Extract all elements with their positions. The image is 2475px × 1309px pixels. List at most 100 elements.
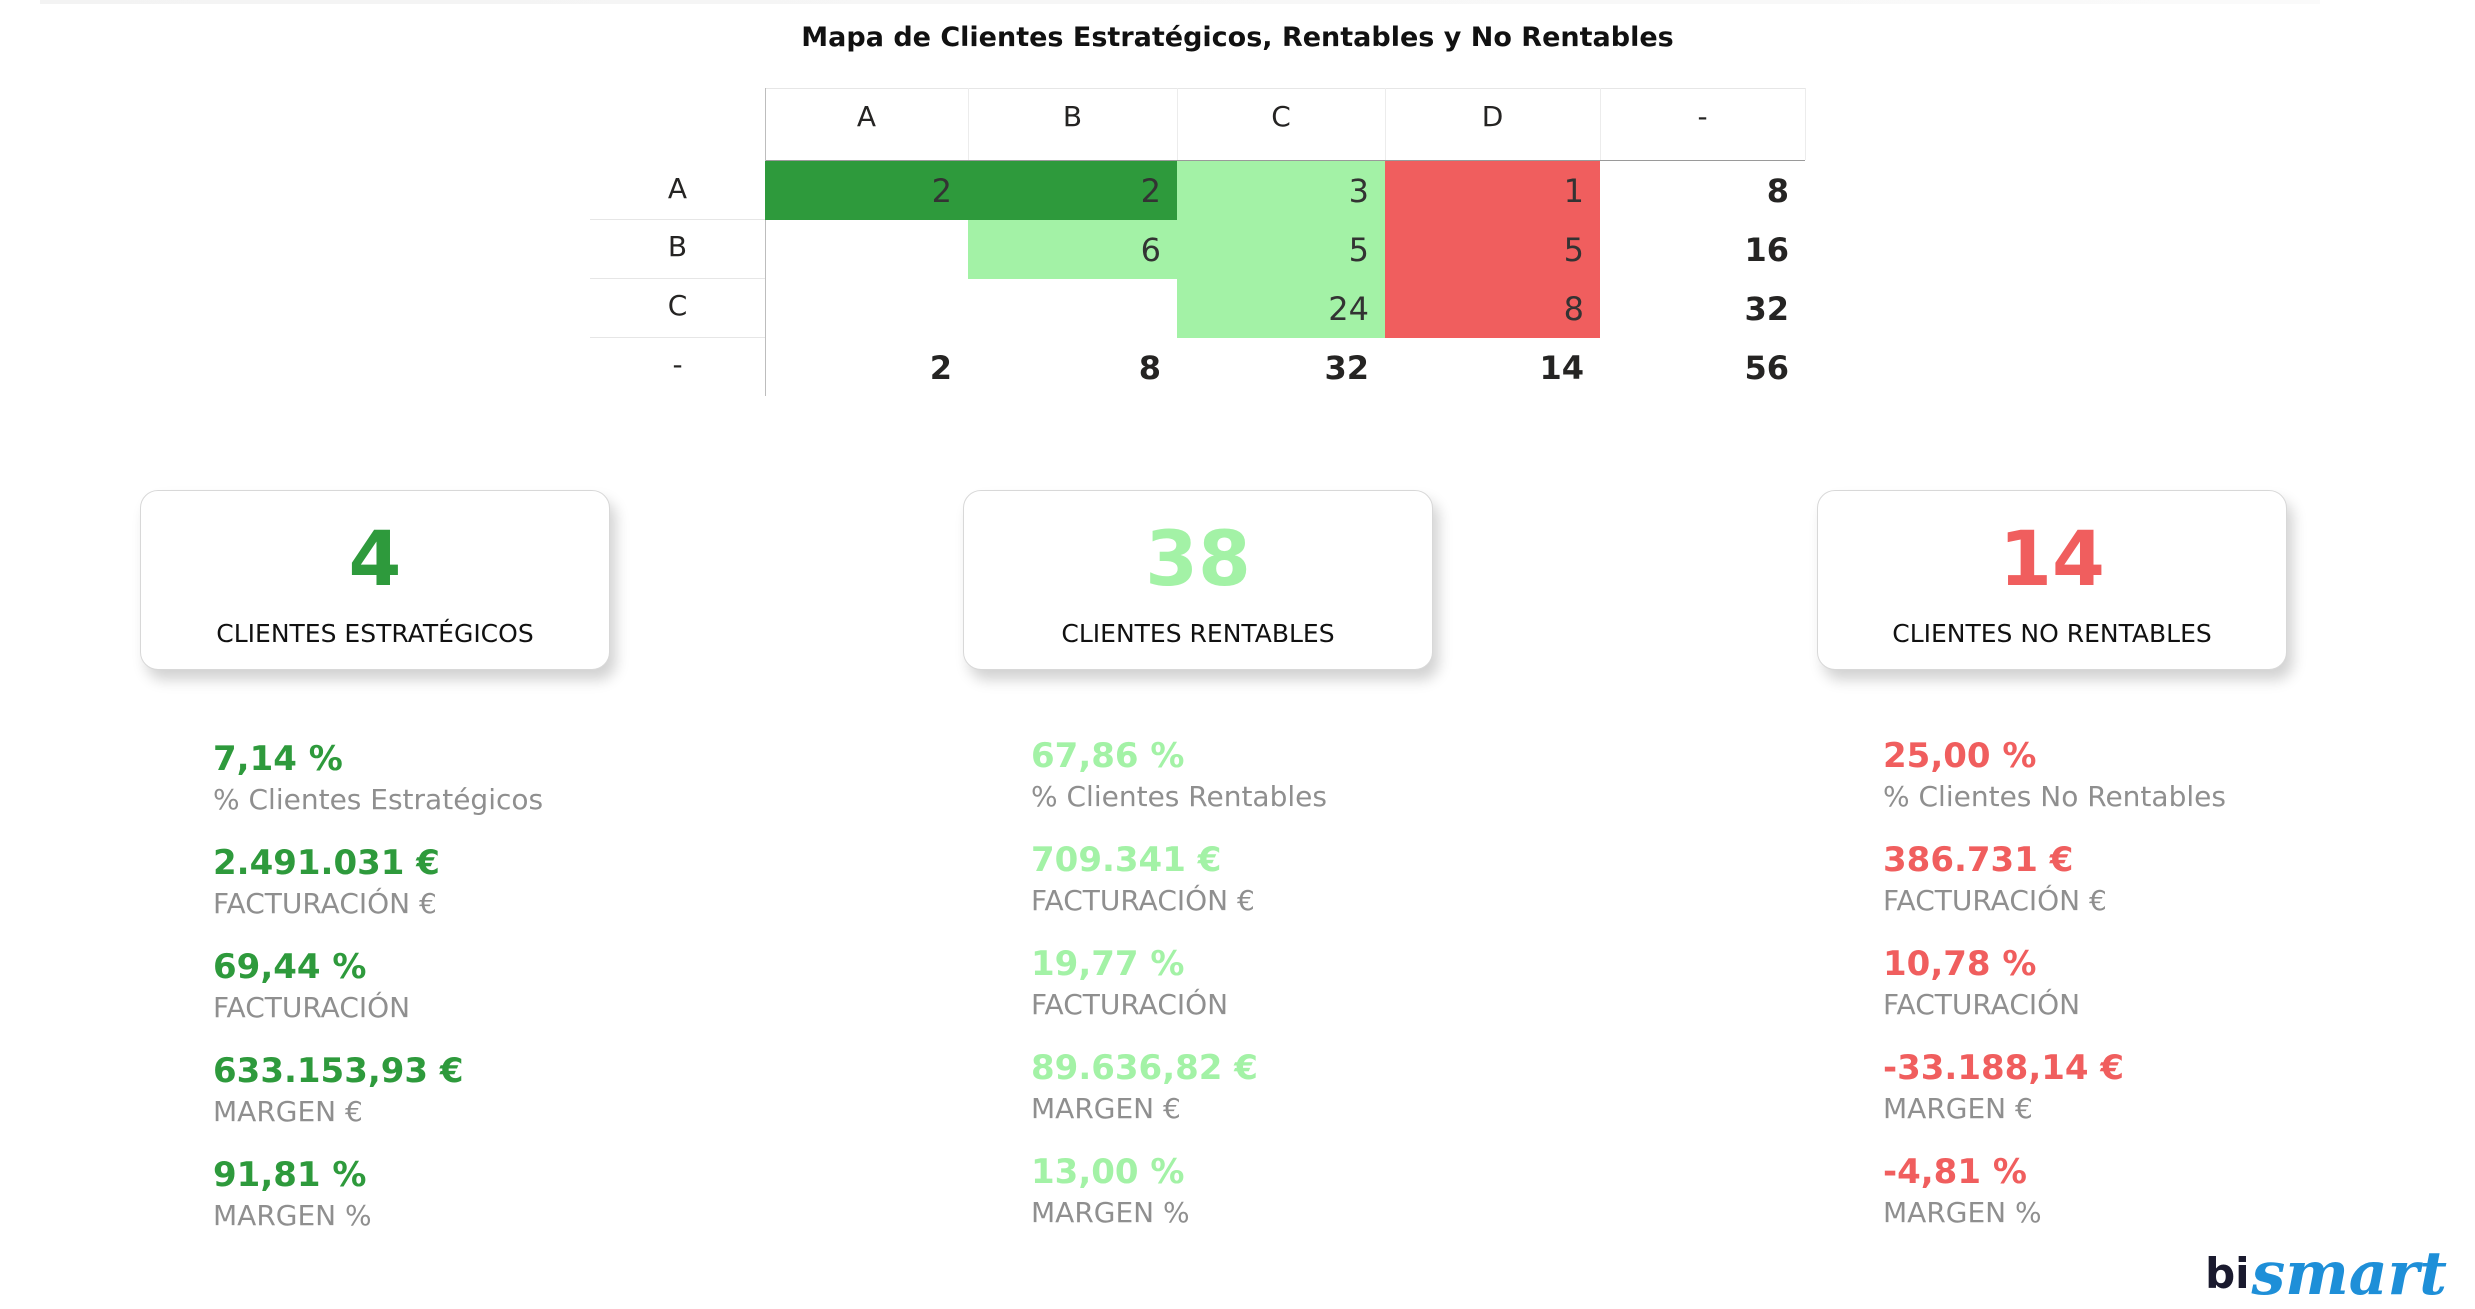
stat-label: MARGEN %: [1031, 1196, 1190, 1229]
stat-value: 633.153,93 €: [213, 1051, 464, 1091]
stat-value: 91,81 %: [213, 1155, 367, 1195]
stat-value: 13,00 %: [1031, 1152, 1185, 1192]
stat-margin: -33.188,14 € MARGEN €: [1883, 1047, 2226, 1151]
stat-label: FACTURACIÓN: [1031, 988, 1229, 1021]
row-header-divider: [765, 88, 766, 396]
matrix-cell: 24: [1177, 279, 1385, 338]
matrix-col-total: 8: [1138, 348, 1161, 387]
report-title: Mapa de Clientes Estratégicos, Rentables…: [801, 22, 1674, 53]
stat-revenue-pct: 10,78 % FACTURACIÓN: [1883, 943, 2226, 1047]
stat-value: 7,14 %: [213, 739, 343, 779]
stat-revenue-pct: 69,44 % FACTURACIÓN: [213, 946, 543, 1050]
matrix-cell: 8: [1385, 279, 1600, 338]
col-header-a: A: [856, 100, 877, 133]
col-header-b: B: [1062, 100, 1083, 133]
col-divider: [1600, 88, 1601, 160]
matrix-cell: 1: [1385, 161, 1600, 220]
top-edge: [40, 0, 2320, 4]
stat-revenue: 386.731 € FACTURACIÓN €: [1883, 839, 2226, 943]
matrix-col-total: 32: [1324, 348, 1369, 387]
row-header-total: -: [672, 348, 683, 381]
logo-text-bi: bi: [2205, 1249, 2250, 1298]
stat-value: 19,77 %: [1031, 944, 1185, 984]
matrix-row-total: 8: [1766, 171, 1789, 210]
matrix-row-total: 32: [1744, 289, 1789, 328]
card-unprofitable-clients: 14 CLIENTES NO RENTABLES: [1817, 490, 2287, 670]
profitable-label: CLIENTES RENTABLES: [1061, 619, 1335, 648]
unprofitable-count: 14: [1999, 514, 2105, 603]
unprofitable-label: CLIENTES NO RENTABLES: [1892, 619, 2212, 648]
col-header-c: C: [1271, 100, 1291, 133]
card-strategic-clients: 4 CLIENTES ESTRATÉGICOS: [140, 490, 610, 670]
row-header-b: B: [667, 230, 688, 263]
stat-margin: 633.153,93 € MARGEN €: [213, 1050, 543, 1154]
strategic-count: 4: [348, 514, 402, 603]
stat-value: 709.341 €: [1031, 840, 1222, 880]
stat-label: MARGEN €: [1883, 1092, 2033, 1125]
stat-value: 69,44 %: [213, 947, 367, 987]
stat-value: 89.636,82 €: [1031, 1048, 1258, 1088]
row-divider: [590, 278, 765, 279]
col-header-total: -: [1697, 100, 1708, 133]
stat-pct-clients: 25,00 % % Clientes No Rentables: [1883, 735, 2226, 839]
stat-value: 2.491.031 €: [213, 843, 440, 883]
matrix-cell: [968, 279, 1177, 338]
stat-label: % Clientes No Rentables: [1883, 780, 2226, 813]
card-profitable-clients: 38 CLIENTES RENTABLES: [963, 490, 1433, 670]
strategic-label: CLIENTES ESTRATÉGICOS: [216, 619, 534, 648]
header-bottom-line: [765, 160, 1805, 161]
col-divider: [968, 88, 969, 160]
stat-revenue: 709.341 € FACTURACIÓN €: [1031, 839, 1327, 943]
stat-pct-clients: 7,14 % % Clientes Estratégicos: [213, 738, 543, 842]
matrix-cell: 3: [1177, 161, 1385, 220]
stats-strategic: 7,14 % % Clientes Estratégicos 2.491.031 …: [213, 738, 543, 1258]
stat-revenue: 2.491.031 € FACTURACIÓN €: [213, 842, 543, 946]
stat-label: MARGEN %: [1883, 1196, 2042, 1229]
row-divider: [590, 219, 765, 220]
stat-label: FACTURACIÓN €: [1883, 884, 2107, 917]
header-top-line: [765, 88, 1805, 89]
stat-label: FACTURACIÓN: [213, 991, 411, 1024]
matrix-cell: [765, 220, 968, 279]
matrix-cell: 6: [968, 220, 1177, 279]
profitable-count: 38: [1145, 514, 1251, 603]
stats-profitable: 67,86 % % Clientes Rentables 709.341 € FAC…: [1031, 735, 1327, 1255]
col-divider: [1385, 88, 1386, 160]
col-divider: [1177, 88, 1178, 160]
logo-text-smart: smart: [2251, 1239, 2447, 1309]
stats-unprofitable: 25,00 % % Clientes No Rentables 386.731 €…: [1883, 735, 2226, 1255]
stat-value: -4,81 %: [1883, 1152, 2027, 1192]
stat-label: MARGEN €: [1031, 1092, 1181, 1125]
stat-margin: 89.636,82 € MARGEN €: [1031, 1047, 1327, 1151]
stat-value: 67,86 %: [1031, 736, 1185, 776]
stat-pct-clients: 67,86 % % Clientes Rentables: [1031, 735, 1327, 839]
matrix-cell: [765, 279, 968, 338]
stat-label: MARGEN %: [213, 1199, 372, 1232]
matrix-col-total: 2: [929, 348, 952, 387]
stat-revenue-pct: 19,77 % FACTURACIÓN: [1031, 943, 1327, 1047]
bismart-logo: bi smart: [2205, 1224, 2447, 1304]
col-header-d: D: [1481, 100, 1504, 133]
matrix-grand-total: 56: [1744, 348, 1789, 387]
client-matrix-table: A B C D - A B C - 2 2 3 1 8 6 5 5 16 24 …: [0, 0, 2475, 420]
stat-label: FACTURACIÓN €: [213, 887, 437, 920]
stat-margin-pct: 13,00 % MARGEN %: [1031, 1151, 1327, 1255]
matrix-cell: 2: [765, 161, 968, 220]
stat-value: 10,78 %: [1883, 944, 2037, 984]
stat-label: % Clientes Rentables: [1031, 780, 1327, 813]
stat-label: % Clientes Estratégicos: [213, 783, 544, 816]
stat-label: FACTURACIÓN €: [1031, 884, 1255, 917]
matrix-col-total: 14: [1539, 348, 1584, 387]
row-header-c: C: [667, 289, 688, 322]
row-divider: [590, 337, 765, 338]
matrix-cell: 5: [1385, 220, 1600, 279]
col-divider: [1805, 88, 1806, 160]
stat-label: FACTURACIÓN: [1883, 988, 2081, 1021]
stat-label: MARGEN €: [213, 1095, 363, 1128]
stat-margin-pct: 91,81 % MARGEN %: [213, 1154, 543, 1258]
stat-value: 386.731 €: [1883, 840, 2074, 880]
matrix-row-total: 16: [1744, 230, 1789, 269]
stat-value: -33.188,14 €: [1883, 1048, 2125, 1088]
matrix-cell: 2: [968, 161, 1177, 220]
stat-value: 25,00 %: [1883, 736, 2037, 776]
